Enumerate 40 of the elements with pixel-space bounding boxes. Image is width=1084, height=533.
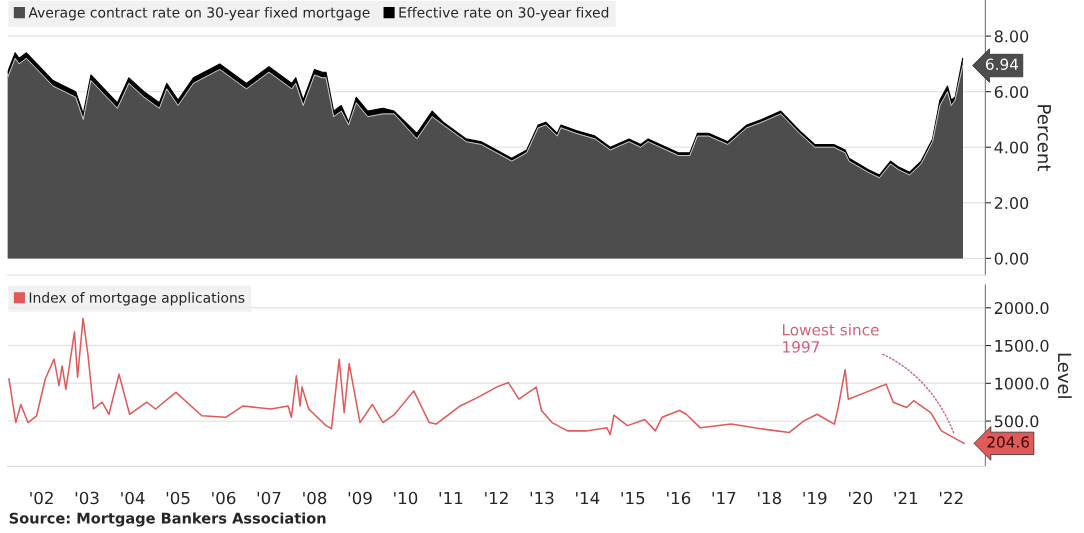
x-tick-label: '19 — [803, 491, 827, 505]
y-tick-label: 500.0 — [994, 415, 1039, 428]
x-tick-label: '02 — [30, 491, 53, 505]
x-tick-label: '15 — [621, 491, 645, 505]
x-tick-label: '10 — [394, 491, 418, 505]
legend-label: Effective rate on 30-year fixed — [399, 6, 609, 21]
x-tick-label: '22 — [939, 491, 963, 505]
x-tick-label: '17 — [712, 491, 736, 505]
x-tick-label: '11 — [439, 491, 463, 505]
data-label: 204.6 — [987, 436, 1030, 448]
source-note: Source: Mortgage Bankers Association — [9, 512, 326, 527]
y-tick-label: 0.00 — [994, 252, 1029, 265]
legend-label: Average contract rate on 30-year fixed mortgage — [28, 6, 370, 21]
x-tick-label: '20 — [849, 491, 873, 505]
x-tick-label: '14 — [576, 491, 600, 505]
y-tick-label: 2000.0 — [994, 302, 1049, 315]
x-tick-label: '07 — [257, 491, 281, 505]
x-tick-label: '21 — [894, 491, 918, 505]
x-tick-label: '13 — [530, 491, 554, 505]
y-axis-title: Level — [1057, 353, 1072, 398]
y-tick-label: 2.00 — [994, 197, 1029, 210]
x-tick-label: '05 — [166, 491, 190, 505]
x-tick-label: '03 — [75, 491, 99, 505]
y-tick-label: 1000.0 — [995, 377, 1049, 390]
legend-label: Index of mortgage applications — [29, 292, 245, 306]
x-tick-label: '16 — [667, 491, 691, 505]
x-tick-label: '12 — [485, 491, 508, 505]
x-tick-label: '06 — [212, 491, 236, 505]
y-tick-label: 8.00 — [994, 30, 1029, 43]
x-tick-label: '08 — [303, 491, 327, 505]
annotation: Lowest since 1997 — [782, 323, 879, 353]
y-tick-label: 6.00 — [994, 85, 1029, 98]
x-tick-label: '04 — [121, 491, 145, 505]
data-label: 6.94 — [985, 58, 1019, 70]
y-tick-label: 1500.0 — [995, 339, 1049, 352]
x-tick-label: '18 — [758, 491, 782, 505]
y-axis-title: Percent — [1037, 105, 1051, 172]
x-tick-label: '09 — [348, 491, 372, 505]
y-tick-label: 4.00 — [994, 141, 1029, 154]
line-series — [8, 317, 965, 445]
